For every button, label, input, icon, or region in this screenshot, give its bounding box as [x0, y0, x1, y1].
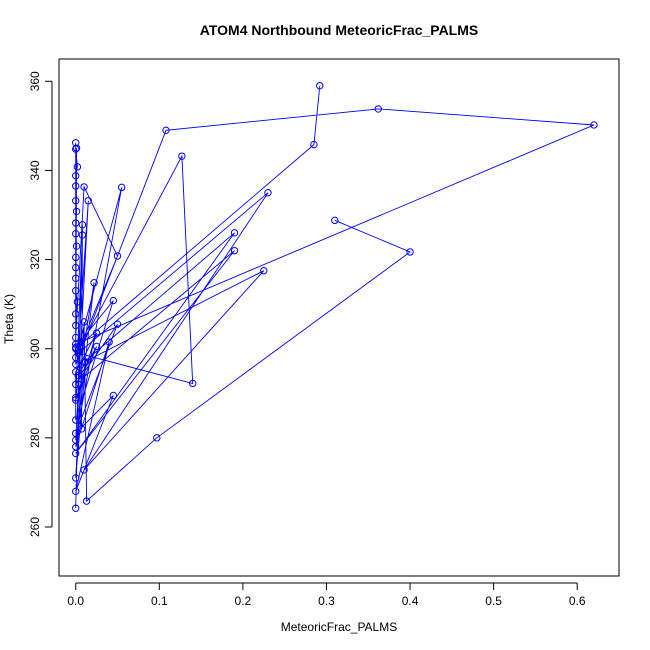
data-point [72, 263, 80, 272]
series-layer [72, 82, 598, 512]
y-axis-title: Theta (K) [2, 294, 16, 344]
data-point [80, 466, 88, 474]
data-point [72, 443, 80, 451]
data-point [72, 474, 80, 482]
data-point [72, 145, 80, 153]
data-point [92, 329, 101, 337]
data-point [189, 379, 197, 388]
data-point [72, 197, 80, 205]
x-tick-label: 0.4 [402, 594, 419, 608]
data-point [72, 253, 80, 262]
data-point [406, 248, 414, 256]
data-point [74, 371, 82, 380]
data-point [162, 126, 170, 135]
data-point [316, 82, 324, 90]
data-point [84, 197, 92, 205]
data-point [72, 172, 80, 180]
data-point [72, 416, 80, 424]
axes: 0.0 0.1 0.2 0.3 0.4 0.5 0.6 260 280 300 320 340 360 [28, 71, 586, 608]
data-point [331, 216, 339, 225]
y-tick-label: 280 [28, 428, 42, 448]
data-point [113, 252, 122, 260]
chart-title: ATOM4 Northbound MeteoricFrac_PALMS [200, 22, 478, 38]
data-point [72, 242, 81, 250]
series-line [75, 85, 595, 509]
data-point [72, 274, 80, 282]
data-point [113, 320, 122, 328]
data-point [82, 497, 91, 505]
x-tick-label: 0.1 [151, 594, 168, 608]
data-point [80, 183, 88, 191]
data-point [92, 342, 101, 351]
data-point [72, 343, 80, 352]
data-point [117, 183, 126, 192]
data-point [80, 318, 88, 326]
data-point [105, 338, 113, 346]
x-tick-label: 0.5 [485, 594, 502, 608]
y-tick-label: 360 [28, 71, 42, 91]
data-point [153, 434, 161, 442]
data-point [72, 394, 80, 402]
data-point [72, 310, 80, 318]
x-axis-title: MeteoricFrac_PALMS [281, 620, 397, 634]
data-point [72, 380, 80, 389]
data-point [109, 391, 118, 400]
data-point [374, 105, 382, 113]
x-tick-label: 0.0 [67, 594, 84, 608]
data-point [72, 287, 80, 295]
y-tick-label: 300 [28, 338, 42, 358]
data-point [90, 279, 98, 287]
data-point [178, 152, 186, 160]
data-point [310, 140, 318, 149]
data-point [77, 425, 86, 433]
x-tick-label: 0.3 [318, 594, 335, 608]
data-point [72, 219, 80, 227]
y-tick-label: 340 [28, 160, 42, 180]
data-point [72, 207, 81, 216]
data-point [260, 267, 268, 275]
data-point [230, 246, 239, 255]
x-tick-label: 0.2 [235, 594, 252, 608]
data-point [73, 298, 82, 306]
plot-frame [58, 58, 620, 577]
data-point [72, 396, 80, 404]
data-point [590, 121, 598, 129]
data-point [264, 189, 272, 197]
data-point [72, 333, 80, 342]
data-point [78, 231, 87, 239]
data-point [72, 144, 81, 152]
data-point [109, 296, 118, 305]
y-tick-label: 260 [28, 517, 42, 537]
data-point [230, 229, 239, 237]
y-tick-label: 320 [28, 249, 42, 269]
data-point [73, 163, 82, 171]
x-tick-label: 0.6 [569, 594, 586, 608]
data-point [72, 182, 80, 190]
data-point [72, 487, 80, 496]
data-point [82, 358, 90, 366]
data-point [72, 321, 80, 330]
data-point [72, 429, 80, 438]
data-point [72, 504, 80, 512]
data-point [72, 230, 80, 238]
data-point [78, 221, 87, 229]
